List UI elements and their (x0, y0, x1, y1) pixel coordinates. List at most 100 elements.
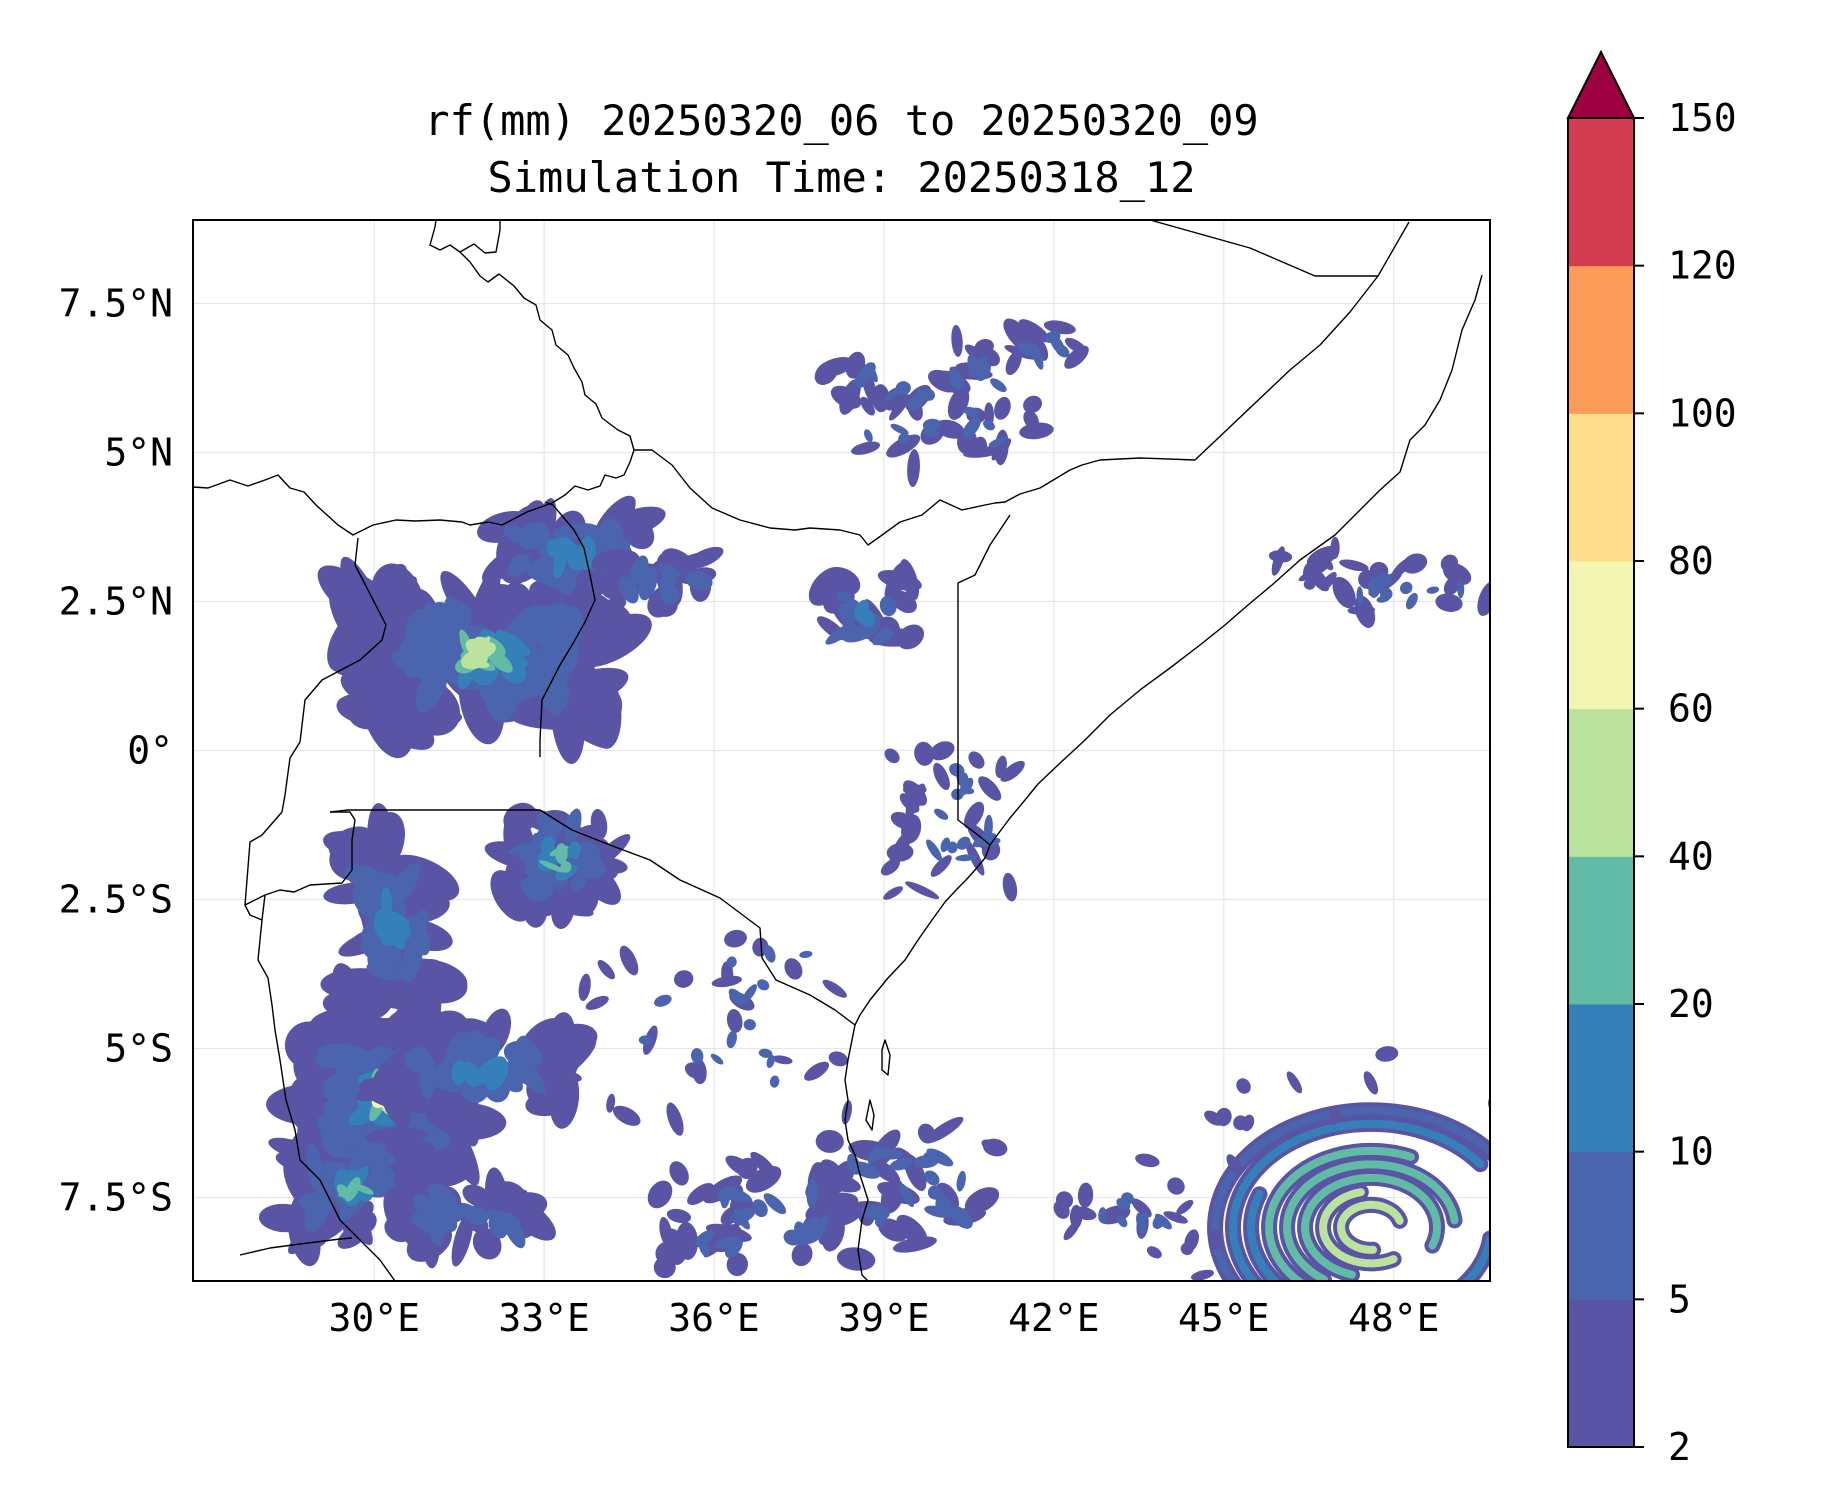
rain-cell (916, 387, 926, 403)
lake-tanganyika-border (257, 894, 396, 1281)
rain-cell (525, 1087, 576, 1117)
rain-cell (1443, 575, 1462, 596)
rain-cell (684, 1062, 706, 1080)
country-borders (193, 220, 1483, 1281)
rain-cell (1457, 580, 1465, 599)
rain-cell (1363, 1071, 1379, 1095)
y-tick-label: 0° (127, 729, 173, 773)
rain-cell (914, 741, 934, 766)
rain-cell (820, 1192, 859, 1212)
rain-cell (687, 1183, 714, 1205)
rain-cell (461, 650, 488, 670)
rain-cell (926, 839, 942, 861)
colorbar-extend-arrow (1566, 49, 1636, 119)
rain-cell (539, 860, 565, 873)
rain-cell (757, 979, 770, 991)
rain-cell (955, 854, 976, 862)
rain-cell (1522, 1191, 1542, 1215)
rain-cell (258, 1203, 310, 1233)
rain-cell (994, 396, 1011, 420)
rain-cell (799, 950, 813, 959)
rain-cell (1064, 337, 1087, 354)
rain-cell (930, 855, 952, 877)
rainfall-field (193, 220, 1565, 1339)
rain-cell (1554, 1253, 1565, 1268)
rain-cell (519, 527, 551, 550)
rain-cell (1544, 1132, 1555, 1149)
colorbar-tick-label: 20 (1668, 982, 1714, 1026)
rain-cell (344, 1177, 361, 1202)
rain-cell (890, 423, 909, 435)
mafia-island (865, 1099, 875, 1131)
rain-cell (452, 1063, 475, 1078)
colorbar-tick-label: 10 (1668, 1130, 1714, 1174)
rain-cell (564, 1071, 582, 1082)
rain-cell (1019, 422, 1054, 440)
x-tick-label: 48°E (1348, 1296, 1440, 1340)
rain-cell (784, 958, 803, 980)
rain-cell (963, 406, 980, 417)
rain-cell (666, 1208, 692, 1224)
rain-cell (1321, 556, 1334, 571)
rain-cell (1031, 343, 1044, 370)
rain-cell (758, 1048, 773, 1058)
rain-cell (699, 1242, 710, 1257)
rain-cell (597, 960, 615, 980)
swirl-band (1337, 1200, 1404, 1254)
rain-cell (1405, 592, 1418, 610)
rain-cell (411, 1212, 449, 1236)
rain-cell (552, 523, 599, 539)
colorbar-tick-label: 120 (1668, 244, 1737, 288)
rain-cell (1233, 1115, 1248, 1131)
rain-cell (1184, 1229, 1199, 1253)
rain-cell (612, 1105, 641, 1126)
rain-cell (933, 762, 950, 791)
rain-cell (982, 1138, 1008, 1157)
rain-cell (929, 741, 955, 761)
rain-cell (836, 1247, 876, 1271)
rain-cell (968, 751, 985, 769)
rain-cell (818, 1213, 845, 1246)
rain-cell (962, 416, 981, 439)
rain-cell (1513, 1325, 1531, 1339)
swirl-band (1229, 1119, 1485, 1281)
rain-cell (817, 357, 854, 377)
rain-cell (302, 1194, 332, 1209)
rain-cell (548, 1012, 575, 1059)
subtitle: Simulation Time: 20250318_12 (487, 153, 1196, 202)
rain-cell (546, 538, 567, 558)
colorbar-segment (1568, 708, 1634, 857)
rain-cell (964, 1187, 1000, 1214)
rain-cell (763, 1193, 787, 1215)
rain-cell (874, 1212, 886, 1228)
rain-cell (924, 1116, 964, 1144)
coastline-south (844, 1024, 869, 1281)
rain-cell (878, 1218, 908, 1242)
rain-cell (580, 864, 607, 879)
rain-cell (924, 1170, 940, 1186)
rain-cell (405, 635, 456, 678)
ethiopia-somalia-border (1194, 221, 1410, 461)
kenya-ethiopia-border (634, 449, 1196, 546)
rain-cell (971, 355, 988, 369)
rain-cell (1077, 1182, 1094, 1208)
rain-cell (459, 1203, 484, 1226)
rain-cell (830, 385, 862, 409)
rain-cell (860, 396, 875, 416)
rain-cell (1044, 331, 1061, 343)
x-tick-label: 33°E (498, 1296, 590, 1340)
x-tick-label: 45°E (1178, 1296, 1270, 1340)
coastline (854, 274, 1483, 1026)
south-sudan-border (193, 220, 635, 536)
rain-cell (1375, 1046, 1399, 1062)
rain-cell (647, 1180, 673, 1209)
rain-cell (691, 1048, 704, 1064)
rain-cell (956, 1170, 966, 1192)
rain-cell (907, 396, 923, 411)
swirl-band (1319, 1188, 1398, 1268)
rain-cell (1402, 553, 1428, 574)
rain-cell (585, 995, 609, 1010)
rain-cell (898, 433, 911, 445)
rain-cell (1135, 1153, 1160, 1168)
rain-cell (851, 441, 881, 455)
